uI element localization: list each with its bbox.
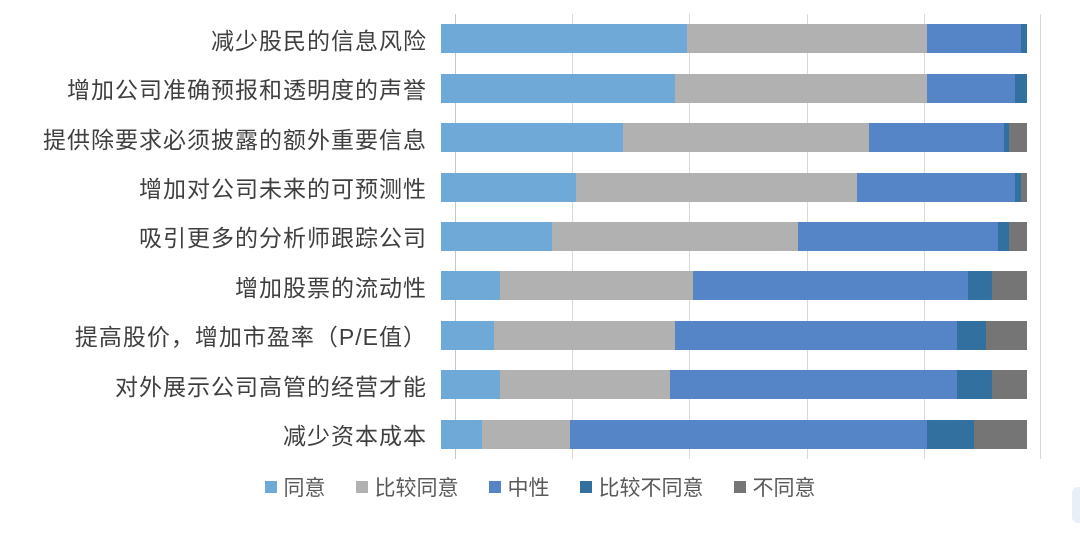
chart-legend: 同意 比较同意 中性 比较不同意 不同意 bbox=[0, 472, 1080, 502]
chart-row: 提高股价，增加市盈率（P/E值） bbox=[0, 311, 1041, 360]
scrollbar-thumb[interactable] bbox=[1072, 487, 1080, 523]
bar-segment-agree bbox=[441, 419, 483, 449]
legend-swatch-disagree bbox=[733, 481, 746, 493]
bar-segment-neutral bbox=[669, 370, 957, 400]
legend-label: 不同意 bbox=[752, 477, 816, 500]
category-label: 减少资本成本 bbox=[283, 423, 427, 450]
bar-segment-somewhat-disagree bbox=[1015, 73, 1027, 103]
bar-segment-neutral bbox=[675, 320, 957, 350]
chart-row: 减少股民的信息风险 bbox=[0, 14, 1041, 63]
category-label: 提高股价，增加市盈率（P/E值） bbox=[74, 324, 427, 351]
category-label: 对外展示公司高管的经营才能 bbox=[115, 373, 427, 400]
bar-segment-somewhat-agree bbox=[499, 370, 670, 400]
bar-segment-neutral bbox=[798, 221, 998, 251]
legend-item-somewhat-agree: 比较同意 bbox=[355, 472, 459, 502]
bar-segment-disagree bbox=[1009, 123, 1027, 153]
bar-segment-somewhat-agree bbox=[493, 320, 676, 350]
bar-segment-somewhat-disagree bbox=[968, 271, 992, 301]
bar-segment-somewhat-agree bbox=[552, 221, 799, 251]
bar-segment-somewhat-disagree bbox=[1003, 123, 1010, 153]
bar-track bbox=[441, 172, 1027, 202]
legend-label: 中性 bbox=[507, 477, 550, 500]
bar-segment-somewhat-disagree bbox=[997, 221, 1010, 251]
chart-row: 增加对公司未来的可预测性 bbox=[0, 162, 1041, 211]
chart-row: 对外展示公司高管的经营才能 bbox=[0, 360, 1041, 409]
bar-segment-neutral bbox=[569, 419, 928, 449]
bar-segment-agree bbox=[441, 370, 500, 400]
legend-swatch-neutral bbox=[488, 481, 501, 493]
bar-segment-somewhat-agree bbox=[482, 419, 570, 449]
gridline-100 bbox=[1040, 14, 1041, 459]
bar-track bbox=[441, 24, 1027, 54]
category-label: 减少股民的信息风险 bbox=[211, 27, 427, 54]
bar-track bbox=[441, 271, 1027, 301]
category-label: 提供除要求必须披露的额外重要信息 bbox=[43, 126, 427, 153]
chart-row: 减少资本成本 bbox=[0, 410, 1041, 459]
bar-segment-neutral bbox=[927, 24, 1022, 54]
bar-track bbox=[441, 123, 1027, 153]
bar-track bbox=[441, 221, 1027, 251]
legend-item-disagree: 不同意 bbox=[733, 472, 816, 502]
bar-track bbox=[441, 370, 1027, 400]
category-label: 增加对公司未来的可预测性 bbox=[139, 176, 427, 203]
bar-track bbox=[441, 73, 1027, 103]
legend-swatch-somewhat-agree bbox=[355, 481, 368, 493]
bar-segment-neutral bbox=[692, 271, 969, 301]
bar-segment-disagree bbox=[1009, 221, 1027, 251]
bar-segment-disagree bbox=[974, 419, 1027, 449]
legend-label: 比较同意 bbox=[374, 477, 459, 500]
bar-segment-agree bbox=[441, 271, 500, 301]
bar-track bbox=[441, 320, 1027, 350]
category-label: 吸引更多的分析师跟踪公司 bbox=[139, 225, 427, 252]
bar-segment-somewhat-disagree bbox=[1021, 24, 1027, 54]
bar-segment-somewhat-disagree bbox=[1015, 172, 1022, 202]
bar-segment-agree bbox=[441, 221, 553, 251]
bar-segment-agree bbox=[441, 123, 623, 153]
legend-swatch-agree bbox=[264, 481, 277, 493]
bar-segment-disagree bbox=[985, 320, 1027, 350]
legend-label: 比较不同意 bbox=[598, 477, 704, 500]
legend-item-somewhat-disagree: 比较不同意 bbox=[579, 472, 704, 502]
chart-row: 提供除要求必须披露的额外重要信息 bbox=[0, 113, 1041, 162]
bar-segment-disagree bbox=[991, 370, 1027, 400]
chart-row: 增加公司准确预报和透明度的声誉 bbox=[0, 63, 1041, 112]
bar-segment-somewhat-disagree bbox=[927, 419, 975, 449]
bar-segment-somewhat-agree bbox=[675, 73, 928, 103]
category-label: 增加股票的流动性 bbox=[235, 274, 427, 301]
bar-segment-neutral bbox=[868, 123, 1004, 153]
legend-item-neutral: 中性 bbox=[488, 472, 550, 502]
chart-row: 吸引更多的分析师跟踪公司 bbox=[0, 212, 1041, 261]
legend-label: 同意 bbox=[283, 477, 326, 500]
legend-swatch-somewhat-disagree bbox=[579, 481, 592, 493]
bar-segment-agree bbox=[441, 172, 576, 202]
bar-segment-agree bbox=[441, 24, 688, 54]
bar-segment-neutral bbox=[857, 172, 1016, 202]
bar-segment-somewhat-disagree bbox=[956, 370, 992, 400]
bar-segment-somewhat-agree bbox=[687, 24, 928, 54]
bar-segment-somewhat-disagree bbox=[956, 320, 986, 350]
bar-segment-somewhat-agree bbox=[622, 123, 869, 153]
bar-segment-neutral bbox=[927, 73, 1016, 103]
bar-segment-somewhat-agree bbox=[499, 271, 693, 301]
bar-segment-disagree bbox=[1021, 172, 1027, 202]
chart-row: 增加股票的流动性 bbox=[0, 261, 1041, 310]
category-label: 增加公司准确预报和透明度的声誉 bbox=[67, 77, 427, 104]
bar-segment-disagree bbox=[991, 271, 1027, 301]
bar-segment-agree bbox=[441, 320, 494, 350]
plot-area: 减少股民的信息风险增加公司准确预报和透明度的声誉提供除要求必须披露的额外重要信息… bbox=[0, 14, 1041, 459]
bar-segment-agree bbox=[441, 73, 676, 103]
bar-segment-somewhat-agree bbox=[575, 172, 858, 202]
legend-item-agree: 同意 bbox=[264, 472, 326, 502]
bar-track bbox=[441, 419, 1027, 449]
